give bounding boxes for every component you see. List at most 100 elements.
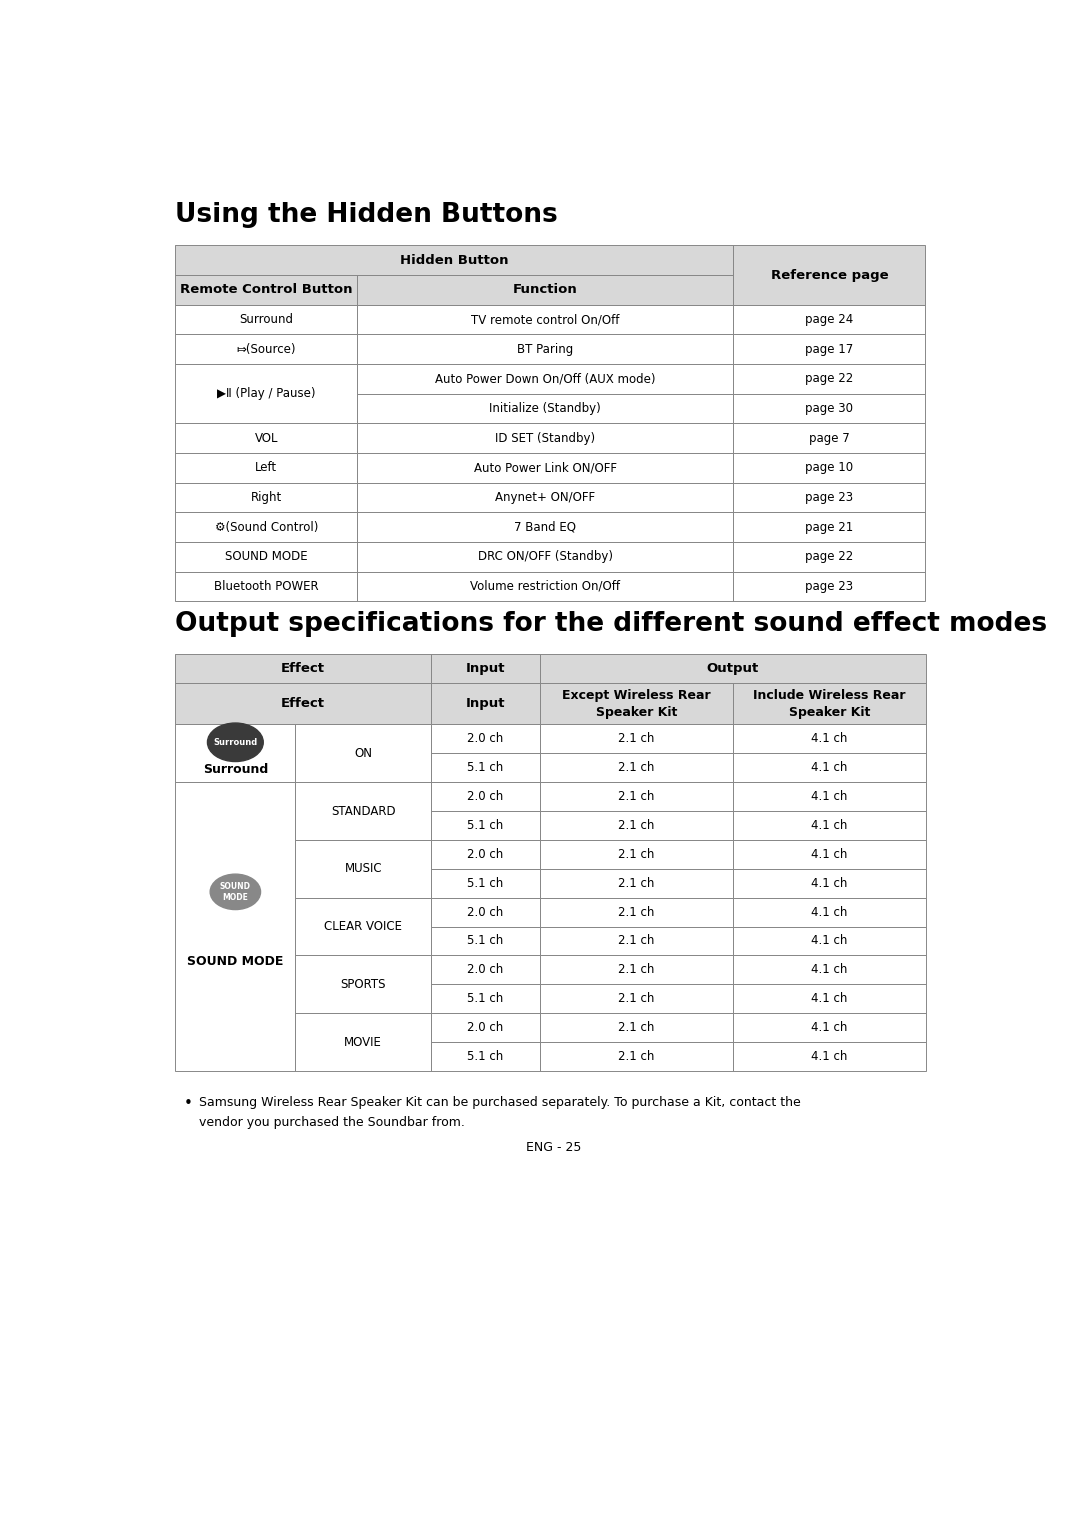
Bar [431, 869, 540, 898]
Bar [175, 542, 357, 571]
Bar [296, 898, 431, 956]
Bar [175, 512, 357, 542]
Bar [357, 276, 733, 305]
Text: 2.1 ch: 2.1 ch [618, 905, 654, 919]
Text: 4.1 ch: 4.1 ch [811, 993, 848, 1005]
Bar [431, 1042, 540, 1071]
Text: 2.1 ch: 2.1 ch [618, 732, 654, 745]
Bar [357, 334, 733, 365]
Bar [733, 394, 926, 423]
Bar [540, 654, 926, 683]
Text: 2.1 ch: 2.1 ch [618, 847, 654, 861]
Text: 5.1 ch: 5.1 ch [468, 935, 503, 947]
Text: 7 Band EQ: 7 Band EQ [514, 521, 577, 533]
Bar [175, 334, 357, 365]
Bar [357, 365, 733, 394]
Bar [431, 840, 540, 869]
Text: page 30: page 30 [806, 401, 853, 415]
Bar [431, 956, 540, 984]
Bar [733, 1042, 926, 1071]
Bar [357, 276, 733, 305]
Bar [733, 725, 926, 754]
Bar [175, 654, 431, 683]
Bar [357, 542, 733, 571]
Bar [733, 365, 926, 394]
Bar [733, 453, 926, 483]
Bar [431, 810, 540, 840]
Text: SOUND MODE: SOUND MODE [187, 954, 284, 968]
Bar [733, 305, 926, 334]
Bar [431, 754, 540, 783]
Bar [296, 725, 431, 783]
Bar [357, 394, 733, 423]
Bar [733, 245, 926, 305]
Text: page 17: page 17 [806, 343, 853, 355]
Text: Left: Left [255, 461, 278, 475]
Text: 2.0 ch: 2.0 ch [468, 964, 503, 976]
Bar [296, 725, 431, 783]
Text: Output specifications for the different sound effect modes: Output specifications for the different … [175, 611, 1048, 637]
Bar [540, 1042, 733, 1071]
Bar [540, 683, 733, 725]
Text: 4.1 ch: 4.1 ch [811, 905, 848, 919]
Text: ⚙(Sound Control): ⚙(Sound Control) [215, 521, 318, 533]
Text: ▶Ⅱ (Play / Pause): ▶Ⅱ (Play / Pause) [217, 388, 315, 400]
Bar [733, 840, 926, 869]
Bar [175, 783, 296, 1071]
Text: 5.1 ch: 5.1 ch [468, 761, 503, 774]
Text: Surround: Surround [213, 738, 257, 746]
Bar [733, 840, 926, 869]
Bar [733, 305, 926, 334]
Text: 4.1 ch: 4.1 ch [811, 935, 848, 947]
Bar [175, 334, 357, 365]
Text: page 24: page 24 [806, 313, 853, 326]
Text: Output: Output [706, 662, 758, 674]
Bar [540, 984, 733, 1013]
Bar [540, 1013, 733, 1042]
Text: page 22: page 22 [806, 372, 853, 386]
Bar [357, 512, 733, 542]
Text: Volume restriction On/Off: Volume restriction On/Off [471, 579, 620, 593]
Bar [175, 571, 357, 601]
Bar [431, 898, 540, 927]
Text: VOL: VOL [255, 432, 279, 444]
Bar [540, 810, 733, 840]
Bar [733, 783, 926, 810]
Text: ON: ON [354, 746, 373, 760]
Text: page 10: page 10 [806, 461, 853, 475]
Text: page 21: page 21 [806, 521, 853, 533]
Bar [733, 927, 926, 956]
Bar [357, 305, 733, 334]
Bar [175, 305, 357, 334]
Text: 2.1 ch: 2.1 ch [618, 993, 654, 1005]
Text: Auto Power Link ON/OFF: Auto Power Link ON/OFF [474, 461, 617, 475]
Bar [540, 927, 733, 956]
Text: 4.1 ch: 4.1 ch [811, 964, 848, 976]
Text: 2.1 ch: 2.1 ch [618, 935, 654, 947]
Text: 5.1 ch: 5.1 ch [468, 1049, 503, 1063]
Text: MOVIE: MOVIE [345, 1036, 382, 1048]
Bar [175, 571, 357, 601]
Text: 4.1 ch: 4.1 ch [811, 820, 848, 832]
Bar [733, 334, 926, 365]
Text: ⤇(Source): ⤇(Source) [237, 343, 296, 355]
Bar [357, 423, 733, 453]
Bar [540, 956, 733, 984]
Text: ENG - 25: ENG - 25 [526, 1141, 581, 1155]
Bar [431, 683, 540, 725]
Bar [175, 276, 357, 305]
Text: page 7: page 7 [809, 432, 850, 444]
Bar [175, 683, 431, 725]
Bar [733, 245, 926, 305]
Text: 5.1 ch: 5.1 ch [468, 993, 503, 1005]
Text: CLEAR VOICE: CLEAR VOICE [324, 921, 402, 933]
Bar [540, 984, 733, 1013]
Bar [733, 754, 926, 783]
Text: Effect: Effect [281, 697, 325, 711]
Text: Bluetooth POWER: Bluetooth POWER [214, 579, 319, 593]
Bar [175, 654, 431, 683]
Bar [296, 898, 431, 956]
Text: 2.0 ch: 2.0 ch [468, 1020, 503, 1034]
Text: Right: Right [251, 490, 282, 504]
Bar [175, 423, 357, 453]
